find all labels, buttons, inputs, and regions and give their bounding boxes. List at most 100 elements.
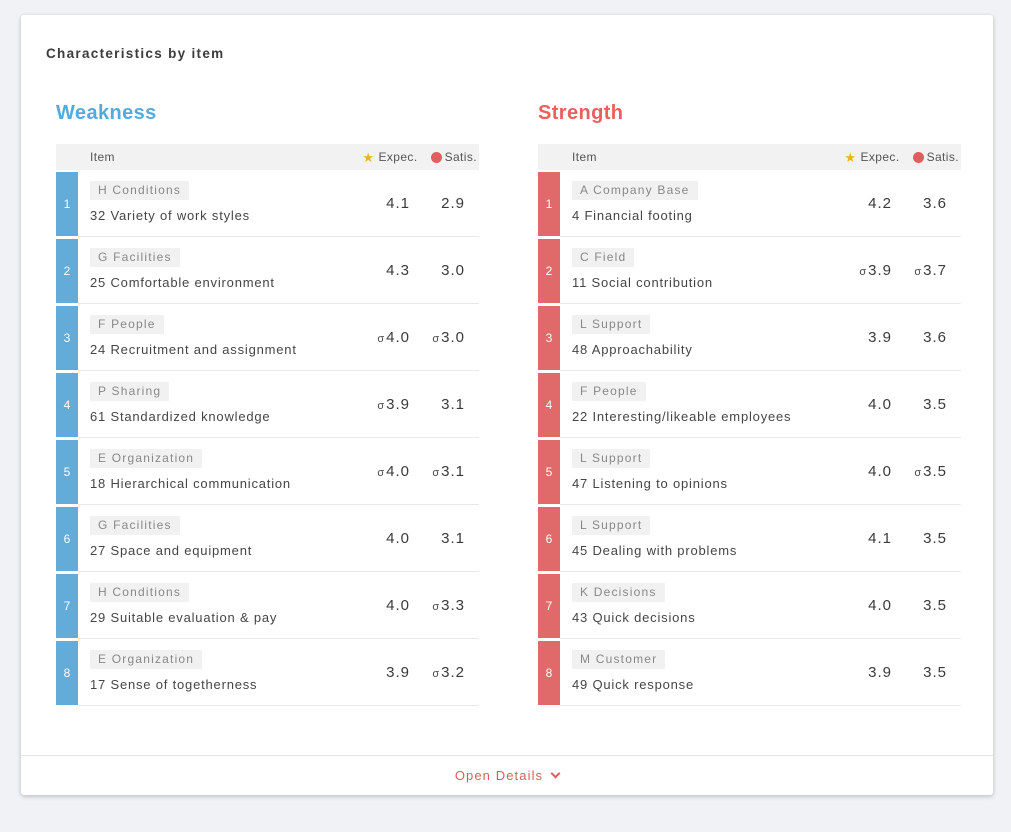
- sigma-mark: σ: [859, 265, 867, 278]
- row-text: F People 22 Interesting/likeable employe…: [572, 381, 837, 426]
- strength-table: Item ★ Expec. Satis. 1 A Company Base 4 …: [538, 144, 961, 706]
- dot-icon: [912, 151, 924, 163]
- table-row: 7 H Conditions 29 Suitable evaluation & …: [56, 572, 479, 639]
- sigma-mark: σ: [432, 667, 440, 680]
- row-body: M Customer 49 Quick response 3.9 3.5: [560, 639, 961, 706]
- rank-badge: 5: [538, 440, 560, 504]
- row-body: E Organization 17 Sense of togetherness …: [78, 639, 479, 706]
- row-body: K Decisions 43 Quick decisions 4.0 3.5: [560, 572, 961, 639]
- category-tag: L Support: [572, 448, 651, 468]
- expectation-value: 4.3: [386, 261, 410, 279]
- sigma-mark: σ: [377, 466, 385, 479]
- row-text: M Customer 49 Quick response: [572, 649, 837, 694]
- row-text: G Facilities 27 Space and equipment: [90, 515, 355, 560]
- expectation-value: 4.0: [868, 596, 892, 614]
- rank-badge: 2: [56, 239, 78, 303]
- row-text: K Decisions 43 Quick decisions: [572, 582, 837, 627]
- category-tag: K Decisions: [572, 582, 665, 602]
- sigma-mark: σ: [377, 399, 385, 412]
- rank-badge: 2: [538, 239, 560, 303]
- item-description: 22 Interesting/likeable employees: [572, 408, 792, 424]
- table-row: 6 L Support 45 Dealing with problems 4.1…: [538, 505, 961, 572]
- strength-section: Strength Item ★ Expec. Satis. 1 A Co: [538, 102, 961, 706]
- open-details-button[interactable]: Open Details: [449, 767, 565, 784]
- table-row: 1 H Conditions 32 Variety of work styles…: [56, 170, 479, 237]
- satisfaction-value: σ 3.0: [432, 328, 465, 346]
- expectation-column-header: ★ Expec.: [362, 150, 417, 164]
- satisfaction-value: 2.9: [441, 194, 465, 212]
- satisfaction-value: 3.1: [441, 529, 465, 547]
- rank-badge: 8: [538, 641, 560, 705]
- row-text: P Sharing 61 Standardized knowledge: [90, 381, 355, 426]
- expectation-value: σ 4.0: [377, 328, 410, 346]
- item-description: 11 Social contribution: [572, 274, 713, 290]
- expectation-column-header: ★ Expec.: [844, 150, 899, 164]
- satisfaction-value: σ 3.3: [432, 596, 465, 614]
- row-body: L Support 47 Listening to opinions 4.0 σ…: [560, 438, 961, 505]
- sigma-mark: σ: [914, 466, 922, 479]
- rank-badge: 6: [56, 507, 78, 571]
- category-tag: F People: [572, 381, 646, 401]
- rank-badge: 6: [538, 507, 560, 571]
- sigma-mark: σ: [432, 600, 440, 613]
- open-details-label: Open Details: [454, 768, 544, 783]
- weakness-heading: Weakness: [56, 102, 157, 124]
- expectation-value: 4.1: [868, 529, 892, 547]
- table-row: 5 E Organization 18 Hierarchical communi…: [56, 438, 479, 505]
- sigma-mark: σ: [377, 332, 385, 345]
- table-row: 8 E Organization 17 Sense of togethernes…: [56, 639, 479, 706]
- expectation-value: 4.0: [386, 596, 410, 614]
- item-description: 17 Sense of togetherness: [90, 676, 258, 692]
- item-description: 24 Recruitment and assignment: [90, 341, 297, 357]
- row-text: E Organization 17 Sense of togetherness: [90, 649, 355, 694]
- expectation-value: 4.0: [386, 529, 410, 547]
- characteristics-card: Characteristics by item Weakness Item ★ …: [21, 15, 993, 795]
- table-row: 3 F People 24 Recruitment and assignment…: [56, 304, 479, 371]
- category-tag: L Support: [572, 515, 651, 535]
- category-tag: M Customer: [572, 649, 666, 669]
- row-body: F People 24 Recruitment and assignment σ…: [78, 304, 479, 371]
- satisfaction-value: 3.1: [441, 395, 465, 413]
- expectation-value: σ 3.9: [859, 261, 892, 279]
- row-body: C Field 11 Social contribution σ 3.9 σ 3.7: [560, 237, 961, 304]
- category-tag: F People: [90, 314, 164, 334]
- satisfaction-value: 3.6: [923, 194, 947, 212]
- table-row: 1 A Company Base 4 Financial footing 4.2…: [538, 170, 961, 237]
- item-description: 61 Standardized knowledge: [90, 408, 271, 424]
- expectation-value: σ 4.0: [377, 462, 410, 480]
- item-description: 4 Financial footing: [572, 207, 693, 223]
- expectation-value: 4.0: [868, 462, 892, 480]
- category-tag: E Organization: [90, 649, 203, 669]
- dot-icon: [430, 151, 442, 163]
- category-tag: H Conditions: [90, 180, 190, 200]
- item-description: 32 Variety of work styles: [90, 207, 250, 223]
- category-tag: C Field: [572, 247, 635, 267]
- row-text: L Support 48 Approachability: [572, 314, 837, 359]
- item-column-header: Item: [90, 150, 115, 164]
- row-text: L Support 47 Listening to opinions: [572, 448, 837, 493]
- table-row: 3 L Support 48 Approachability 3.9 3.6: [538, 304, 961, 371]
- sigma-mark: σ: [914, 265, 922, 278]
- row-text: E Organization 18 Hierarchical communica…: [90, 448, 355, 493]
- satisfaction-value: 3.5: [923, 529, 947, 547]
- satisfaction-value: 3.5: [923, 596, 947, 614]
- page-title: Characteristics by item: [46, 46, 225, 61]
- category-tag: G Facilities: [90, 515, 180, 535]
- weakness-rows: 1 H Conditions 32 Variety of work styles…: [56, 170, 479, 706]
- rank-badge: 3: [56, 306, 78, 370]
- row-body: A Company Base 4 Financial footing 4.2 3…: [560, 170, 961, 237]
- satisfaction-value: σ 3.5: [914, 462, 947, 480]
- category-tag: L Support: [572, 314, 651, 334]
- table-row: 6 G Facilities 27 Space and equipment 4.…: [56, 505, 479, 572]
- star-icon: ★: [844, 149, 857, 165]
- item-description: 47 Listening to opinions: [572, 475, 728, 491]
- item-description: 27 Space and equipment: [90, 542, 253, 558]
- expectation-value: 3.9: [868, 663, 892, 681]
- satisfaction-value: σ 3.7: [914, 261, 947, 279]
- row-body: L Support 48 Approachability 3.9 3.6: [560, 304, 961, 371]
- star-icon: ★: [362, 149, 375, 165]
- rank-badge: 7: [56, 574, 78, 638]
- satisfaction-value: σ 3.1: [432, 462, 465, 480]
- row-text: G Facilities 25 Comfortable environment: [90, 247, 355, 292]
